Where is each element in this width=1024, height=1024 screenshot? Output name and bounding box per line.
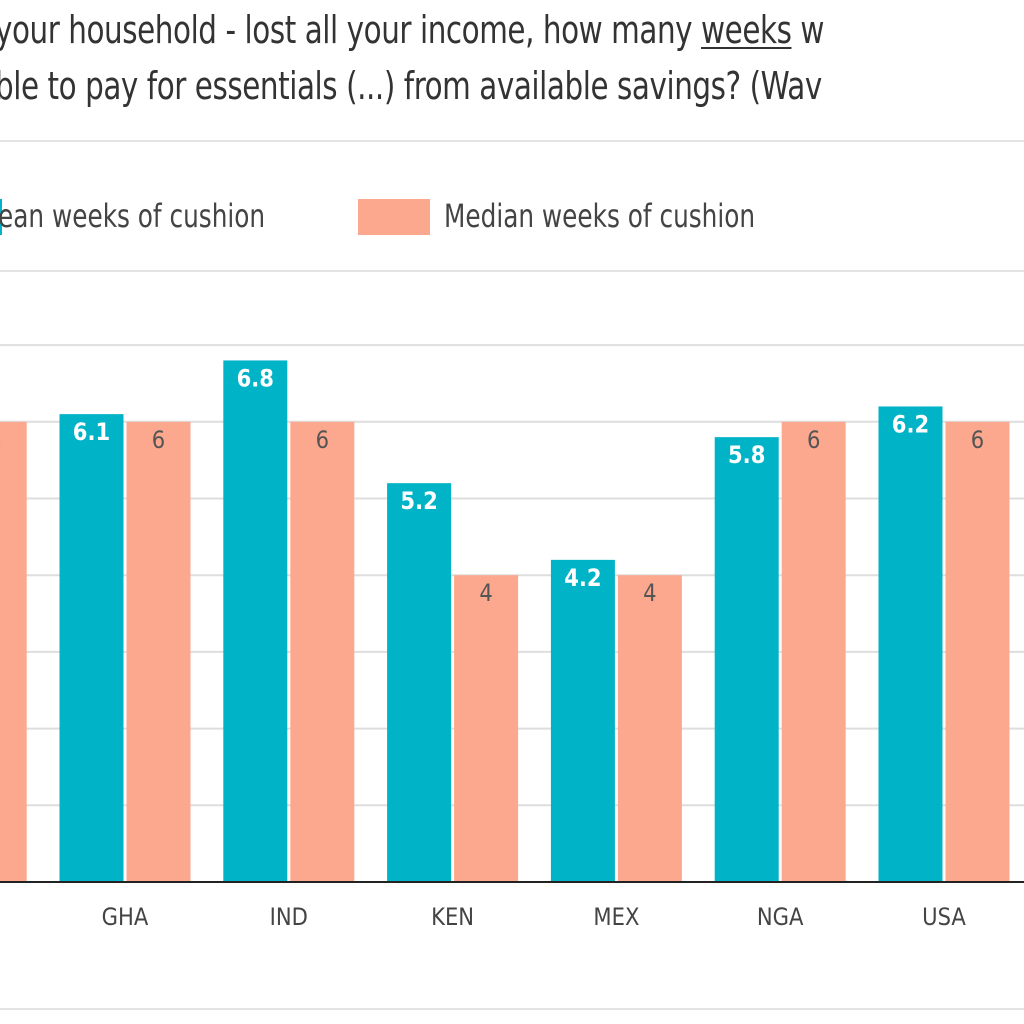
- legend-swatch-mean: [0, 199, 2, 235]
- x-tick-label-nga: NGA: [757, 904, 804, 932]
- bar-median-mex-label: 4: [643, 580, 656, 608]
- bar-mean-gha: [59, 414, 124, 882]
- chart-title-line-2: ble to pay for essentials (...) from ava…: [0, 64, 822, 108]
- title-divider: [0, 140, 1024, 142]
- legend-swatch-median: [358, 199, 430, 235]
- legend-label-median: Median weeks of cushion: [444, 197, 756, 235]
- bar-mean-usa-label: 6.2: [892, 411, 929, 439]
- bar-mean-usa: [878, 406, 943, 882]
- bar-mean-gha-label: 6.1: [73, 419, 110, 447]
- x-tick-label-mex: MEX: [593, 904, 639, 932]
- title-text-1: your household - lost all your income, h…: [0, 8, 702, 52]
- chart-title-line-1: your household - lost all your income, h…: [0, 8, 824, 52]
- legend-label-mean: ean weeks of cushion: [0, 197, 266, 235]
- bar-mean-ind-label: 6.8: [237, 365, 274, 393]
- bar-median-gha-label: 6: [152, 427, 165, 455]
- bar-median-nga: [781, 421, 846, 882]
- bar-mean-ind: [223, 360, 288, 882]
- bar-median-mex: [617, 575, 682, 882]
- bar-median-partial-left-label: 6: [0, 427, 1, 455]
- bar-median-nga-label: 6: [807, 427, 820, 455]
- title-underlined-word: weeks: [701, 8, 792, 52]
- bar-median-ken-label: 4: [479, 580, 492, 608]
- bar-mean-ken: [387, 483, 452, 882]
- footer-divider: [0, 1008, 1024, 1010]
- bar-median-ind-label: 6: [316, 427, 329, 455]
- bar-mean-mex-label: 4.2: [564, 565, 601, 593]
- bar-median-gha: [126, 421, 191, 882]
- title-text-2: w: [791, 8, 825, 52]
- bar-mean-nga-label: 5.8: [728, 442, 765, 470]
- bar-mean-nga: [714, 437, 779, 882]
- bar-mean-mex: [550, 559, 615, 882]
- bar-median-usa-label: 6: [971, 427, 984, 455]
- bar-median-ind: [290, 421, 355, 882]
- x-tick-label-ken: KEN: [431, 904, 474, 932]
- x-tick-label-gha: GHA: [102, 904, 149, 932]
- bar-median-ken: [454, 575, 519, 882]
- bar-median-partial-left: [0, 421, 27, 882]
- bar-median-usa: [945, 421, 1010, 882]
- x-tick-label-usa: USA: [922, 904, 966, 932]
- bar-mean-ken-label: 5.2: [400, 488, 437, 516]
- legend-divider: [0, 270, 1024, 272]
- x-tick-label-ind: IND: [270, 904, 308, 932]
